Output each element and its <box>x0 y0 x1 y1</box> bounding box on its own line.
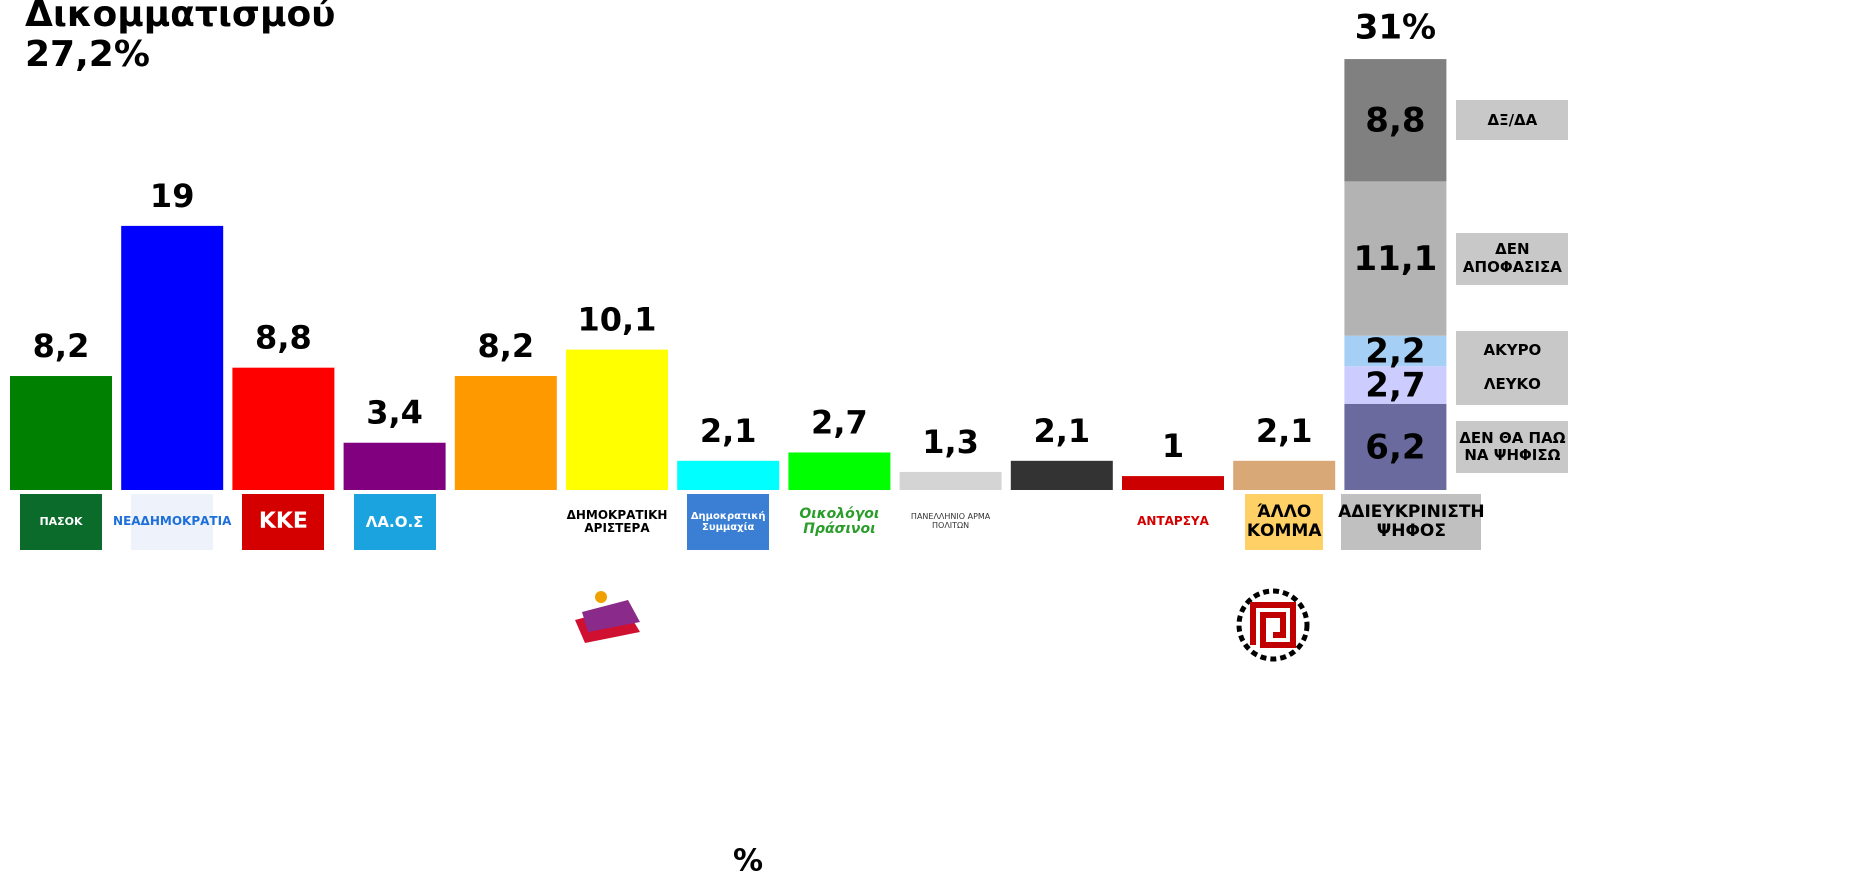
bar <box>677 460 780 490</box>
segment-label: 2,7 <box>1365 366 1425 406</box>
stack-segment <box>1344 366 1447 404</box>
bar <box>1233 460 1336 490</box>
bar <box>788 452 891 490</box>
stack-segment <box>1344 181 1447 336</box>
bar <box>899 471 1002 490</box>
category-label: Οικολόγοι Πράσινοι <box>799 505 880 537</box>
value-label: 8,2 <box>477 327 534 365</box>
segment-label: 8,8 <box>1365 101 1425 141</box>
bar <box>454 376 557 490</box>
logo-shape <box>1236 588 1310 662</box>
value-label: 2,1 <box>1033 412 1090 450</box>
category-label: Δημοκρατική Συμμαχία <box>687 494 770 550</box>
legend-label: ΛΕΥΚΟ <box>1456 365 1569 406</box>
value-label: 2,7 <box>811 403 868 441</box>
bar <box>232 367 335 490</box>
value-label: 10,1 <box>578 301 657 339</box>
value-label: 8,8 <box>255 319 312 357</box>
x-axis-label: % <box>733 844 763 873</box>
segment-label: 6,2 <box>1365 427 1425 467</box>
category-label: ΠΑΣΟΚ <box>20 494 102 550</box>
category-label: ΆΛΛΟ ΚΟΜΜΑ <box>1245 494 1324 550</box>
value-label: 2,1 <box>1256 412 1313 450</box>
value-label: 1,3 <box>922 423 979 461</box>
segment-label: 2,2 <box>1365 331 1425 371</box>
segment-label: 11,1 <box>1353 239 1437 279</box>
stack-total-label: 31% <box>1355 8 1436 48</box>
bar <box>121 225 224 490</box>
bar <box>343 442 446 490</box>
logo-shape <box>575 591 640 643</box>
category-label: ΔΗΜΟΚΡΑΤΙΚΗ ΑΡΙΣΤΕΡΑ <box>566 507 668 535</box>
value-label: 8,2 <box>33 327 90 365</box>
bar <box>566 349 668 490</box>
stack-segment <box>1344 335 1447 367</box>
value-label: 2,1 <box>700 412 757 450</box>
value-label: 3,4 <box>366 394 423 432</box>
chart-title: Δικομματισμού <box>25 0 335 35</box>
category-label: ΑΔΙΕΥΚΡΙΝΙΣΤΗ ΨΗΦΟΣ <box>1338 494 1485 550</box>
stack-segment <box>1344 403 1447 490</box>
category-label: ΑΝΤΑΡΣΥΑ <box>1137 514 1209 529</box>
category-label: ΠΑΝΕΛΛΗΝΙΟ ΑΡΜΑ ΠΟΛΙΤΩΝ <box>910 512 991 530</box>
value-label: 19 <box>150 177 195 215</box>
legend-label: ΔΕΝ ΑΠΟΦΑΣΙΣΑ <box>1456 232 1569 285</box>
legend-label: ΑΚΥΡΟ <box>1456 330 1569 371</box>
bar <box>10 376 112 490</box>
legend-label: ΔΞ/ΔΑ <box>1456 100 1569 141</box>
stack-segment <box>1344 59 1447 182</box>
bar <box>1010 460 1113 490</box>
category-label: ΚΚΕ <box>242 494 325 550</box>
legend-label: ΔΕΝ ΘΑ ΠΑΩ ΝΑ ΨΗΦΙΣΩ <box>1456 420 1569 473</box>
category-label: ΛΑ.Ο.Σ <box>353 494 436 550</box>
chart-subtitle: 27,2% <box>25 34 150 75</box>
bar <box>1122 476 1224 490</box>
category-label: ΝΕΑΔΗΜΟΚΡΑΤΙΑ <box>113 494 231 550</box>
value-label: 1 <box>1162 427 1184 465</box>
